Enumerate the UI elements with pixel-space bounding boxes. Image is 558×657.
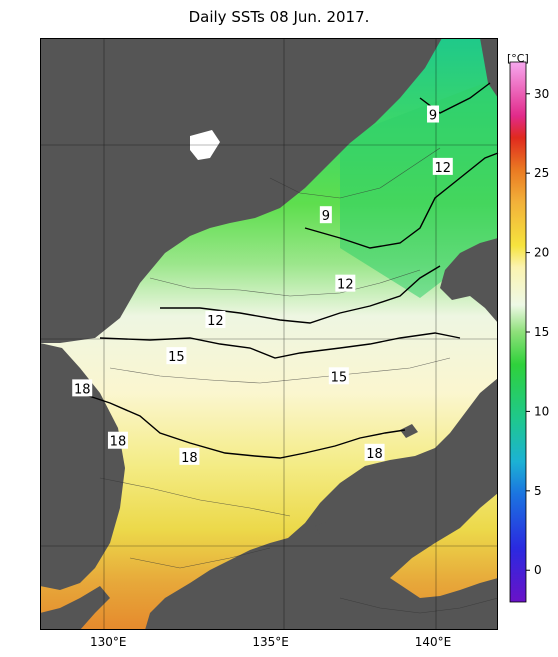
- colorbar-label-6: 0: [534, 563, 542, 577]
- contour-labels: 9 12 9 12 12 15 15 18 18 18 18: [72, 105, 453, 466]
- contour-label-6: 15: [328, 367, 349, 385]
- graticule: [40, 38, 498, 630]
- lon-label-1: 135°E: [252, 635, 289, 649]
- contour-label-8: 18: [107, 431, 128, 450]
- contour-label-2: 9: [319, 206, 332, 224]
- contour-label-5: 15: [166, 347, 187, 365]
- svg-text:15: 15: [168, 350, 185, 365]
- svg-text:18: 18: [110, 435, 127, 450]
- contour-label-7: 18: [72, 379, 93, 397]
- contour-label-0: 9: [427, 105, 440, 124]
- contour-label-9: 18: [179, 447, 200, 466]
- minor-isotherms: [99, 147, 499, 614]
- map-title: Daily SSTs 08 Jun. 2017.: [188, 8, 370, 26]
- colorbar-label-1: 25: [534, 166, 549, 180]
- contour-label-4: 12: [205, 310, 226, 329]
- cold-water-patch: [340, 78, 498, 298]
- svg-text:12: 12: [337, 278, 354, 293]
- colorbar-label-5: 5: [534, 484, 542, 498]
- svg-text:18: 18: [366, 447, 383, 462]
- svg-text:9: 9: [322, 209, 330, 224]
- svg-text:18: 18: [74, 382, 91, 397]
- lon-label-0: 130°E: [90, 635, 127, 649]
- colorbar-label-2: 20: [534, 246, 549, 260]
- svg-text:18: 18: [181, 451, 198, 466]
- svg-text:12: 12: [207, 314, 224, 329]
- lon-label-2: 140°E: [415, 635, 452, 649]
- longitude-labels: 130°E 135°E 140°E: [90, 635, 451, 649]
- colorbar-label-3: 15: [534, 325, 549, 339]
- contour-label-1: 12: [432, 157, 453, 176]
- colorbar: 30 25 20 15 10 5 0: [509, 61, 549, 603]
- isotherm-lines: [79, 82, 499, 459]
- contour-label-10: 18: [364, 443, 385, 462]
- map-frame: [40, 38, 498, 630]
- colorbar-label-4: 10: [534, 404, 549, 418]
- contour-label-3: 12: [335, 274, 356, 293]
- colorbar-unit: [°C]: [507, 52, 529, 65]
- svg-text:12: 12: [435, 161, 452, 176]
- colorbar-label-0: 30: [534, 87, 549, 101]
- svg-text:9: 9: [429, 109, 437, 124]
- svg-text:15: 15: [331, 370, 348, 385]
- landmasses: [40, 38, 498, 630]
